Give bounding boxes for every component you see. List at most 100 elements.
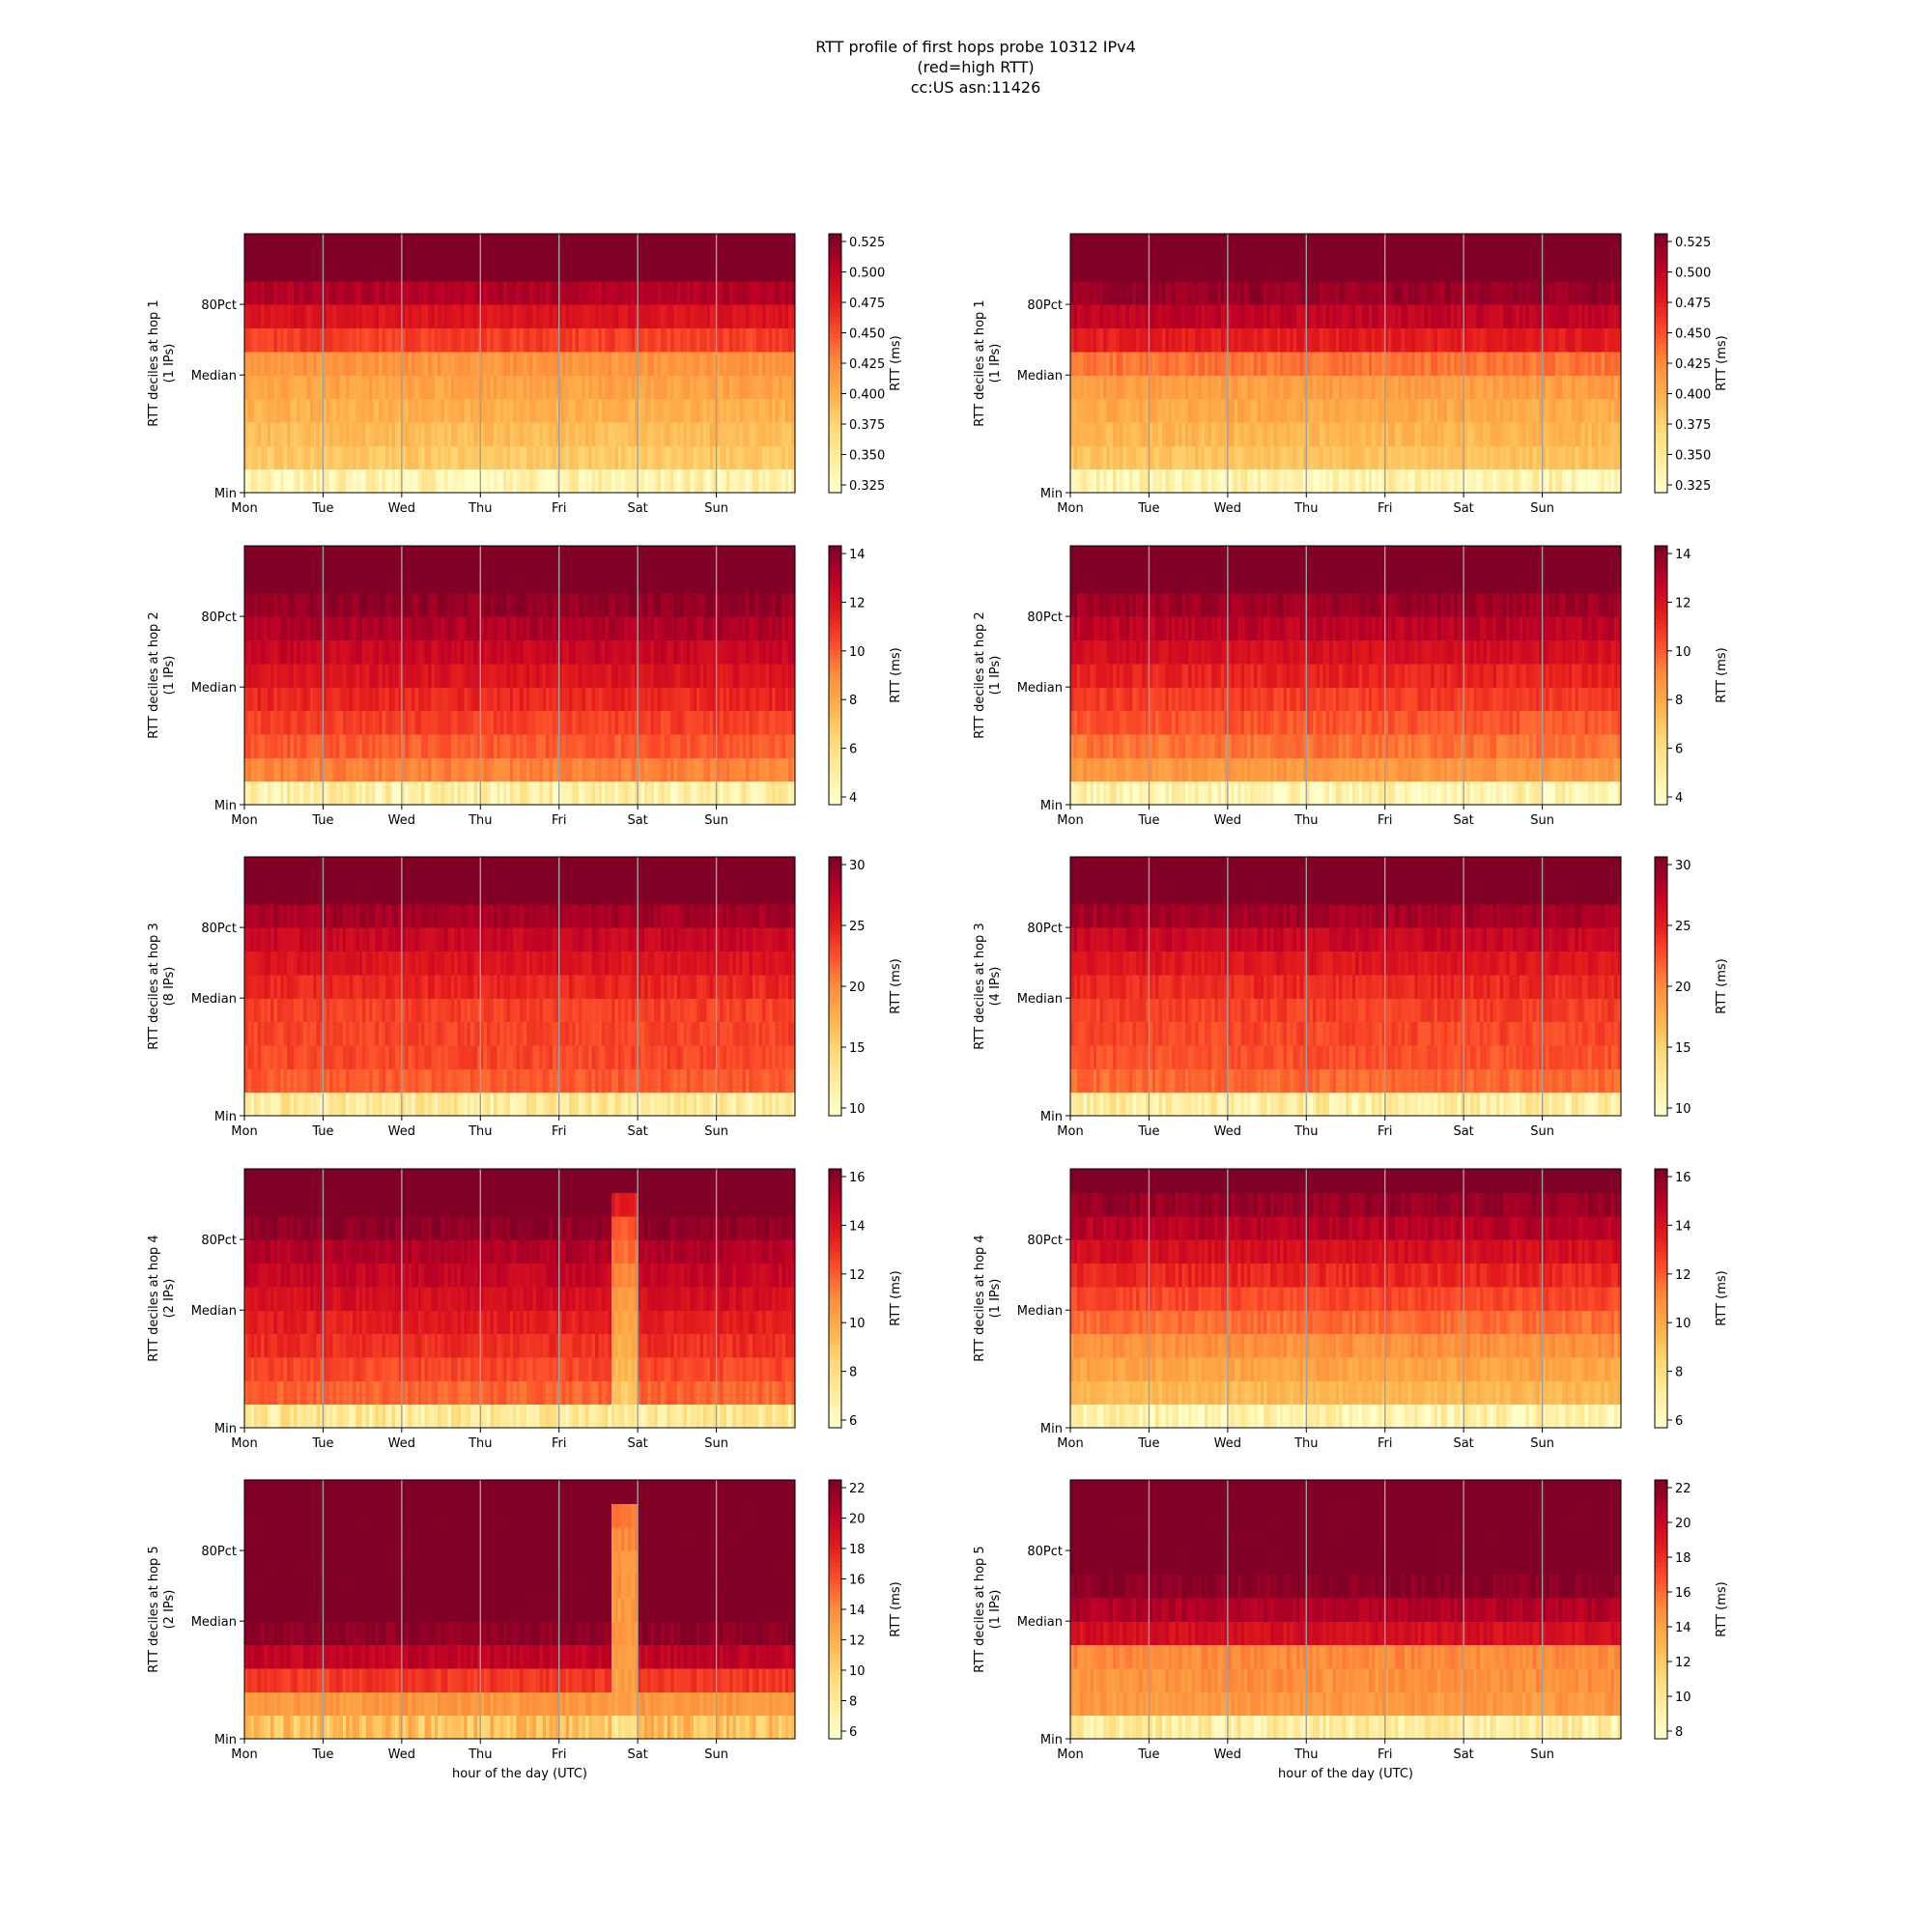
heatmap-cell	[480, 469, 485, 494]
heatmap-cell	[346, 234, 351, 258]
heatmap-cell	[1172, 327, 1177, 353]
colorbar-tick-label: 0.450	[1675, 327, 1711, 342]
colorbar-step	[829, 250, 841, 256]
heatmap-cell	[1227, 304, 1232, 329]
heatmap-cell	[575, 421, 580, 446]
heatmap-cell	[509, 445, 514, 470]
heatmap-cell	[254, 592, 259, 617]
heatmap-cell	[1155, 234, 1160, 258]
heatmap-cell	[476, 733, 481, 758]
heatmap-cell	[552, 616, 556, 641]
heatmap-cell	[244, 781, 248, 806]
heatmap-cell	[772, 375, 777, 400]
heatmap-cell	[382, 639, 386, 665]
heatmap-cell	[473, 616, 478, 641]
colorbar-step	[1655, 268, 1667, 273]
heatmap-cell	[1440, 421, 1445, 446]
heatmap-cell	[1250, 234, 1255, 258]
heatmap-cell	[408, 280, 412, 305]
heatmap-cell	[264, 733, 269, 758]
heatmap-cell	[297, 398, 301, 423]
heatmap-cell	[1601, 280, 1605, 305]
heatmap-cell	[772, 421, 777, 446]
heatmap-cell	[316, 569, 321, 594]
heatmap-cell	[1227, 351, 1232, 376]
heatmap-cell	[1610, 375, 1615, 400]
heatmap-cell	[316, 234, 321, 258]
heatmap-cell	[352, 257, 356, 282]
heatmap-cell	[1090, 398, 1094, 423]
heatmap-cell	[532, 469, 537, 494]
heatmap-cell	[729, 398, 734, 423]
heatmap-cell	[254, 398, 259, 423]
heatmap-cell	[247, 757, 252, 782]
heatmap-cell	[1283, 257, 1288, 282]
heatmap-cell	[244, 421, 248, 446]
heatmap-cell	[1129, 280, 1134, 305]
colorbar-step	[829, 462, 841, 468]
heatmap-cell	[440, 616, 445, 641]
colorbar-tick-label: 0.325	[1675, 479, 1711, 494]
heatmap-cell	[723, 445, 727, 470]
heatmap-cell	[1269, 351, 1274, 376]
heatmap-cell	[638, 398, 642, 423]
heatmap-cell	[1522, 257, 1527, 282]
heatmap-cell	[1224, 398, 1229, 423]
heatmap-cell	[627, 445, 632, 470]
heatmap-cell	[1394, 257, 1399, 282]
heatmap-cell	[306, 304, 311, 329]
heatmap-cell	[739, 234, 744, 258]
heatmap-cell	[1440, 327, 1445, 353]
heatmap-cell	[1135, 375, 1140, 400]
heatmap-cell	[1605, 257, 1609, 282]
heatmap-cell	[244, 234, 248, 258]
heatmap-cell	[401, 398, 406, 423]
heatmap-cell	[290, 663, 295, 688]
heatmap-cell	[320, 421, 325, 446]
heatmap-cell	[680, 327, 685, 353]
heatmap-cell	[424, 375, 429, 400]
heatmap-cell	[552, 663, 556, 688]
heatmap-cell	[447, 445, 452, 470]
heatmap-cell	[336, 304, 340, 329]
heatmap-cell	[306, 569, 311, 594]
heatmap-cell	[320, 546, 325, 570]
heatmap-cell	[1234, 327, 1238, 353]
heatmap-cell	[388, 639, 393, 665]
heatmap-cell	[320, 639, 325, 665]
heatmap-cell	[660, 257, 665, 282]
heatmap-cell	[1129, 469, 1134, 494]
heatmap-cell	[1473, 280, 1478, 305]
heatmap-cell	[306, 757, 311, 782]
heatmap-cell	[405, 757, 410, 782]
heatmap-cell	[368, 569, 373, 594]
heatmap-cell	[339, 351, 344, 376]
heatmap-cell	[654, 469, 659, 494]
heatmap-cell	[450, 375, 455, 400]
heatmap-cell	[513, 327, 518, 353]
heatmap-cell	[788, 351, 793, 376]
heatmap-cell	[450, 469, 455, 494]
heatmap-cell	[1329, 398, 1334, 423]
heatmap-cell	[306, 616, 311, 641]
heatmap-cell	[1221, 375, 1226, 400]
heatmap-cell	[431, 592, 436, 617]
heatmap-cell	[428, 569, 432, 594]
heatmap-cell	[339, 639, 344, 665]
heatmap-cell	[372, 351, 377, 376]
heatmap-cell	[552, 687, 556, 712]
heatmap-cell	[1610, 351, 1615, 376]
heatmap-cell	[1437, 327, 1441, 353]
heatmap-cell	[414, 710, 419, 735]
heatmap-cell	[450, 234, 455, 258]
heatmap-cell	[1208, 351, 1212, 376]
heatmap-cell	[280, 445, 285, 470]
heatmap-cell	[719, 280, 724, 305]
heatmap-cell	[558, 327, 563, 353]
heatmap-cell	[306, 781, 311, 806]
heatmap-cell	[1469, 327, 1474, 353]
heatmap-cell	[438, 234, 442, 258]
heatmap-cell	[523, 569, 527, 594]
heatmap-cell	[532, 257, 537, 282]
heatmap-cell	[395, 280, 400, 305]
